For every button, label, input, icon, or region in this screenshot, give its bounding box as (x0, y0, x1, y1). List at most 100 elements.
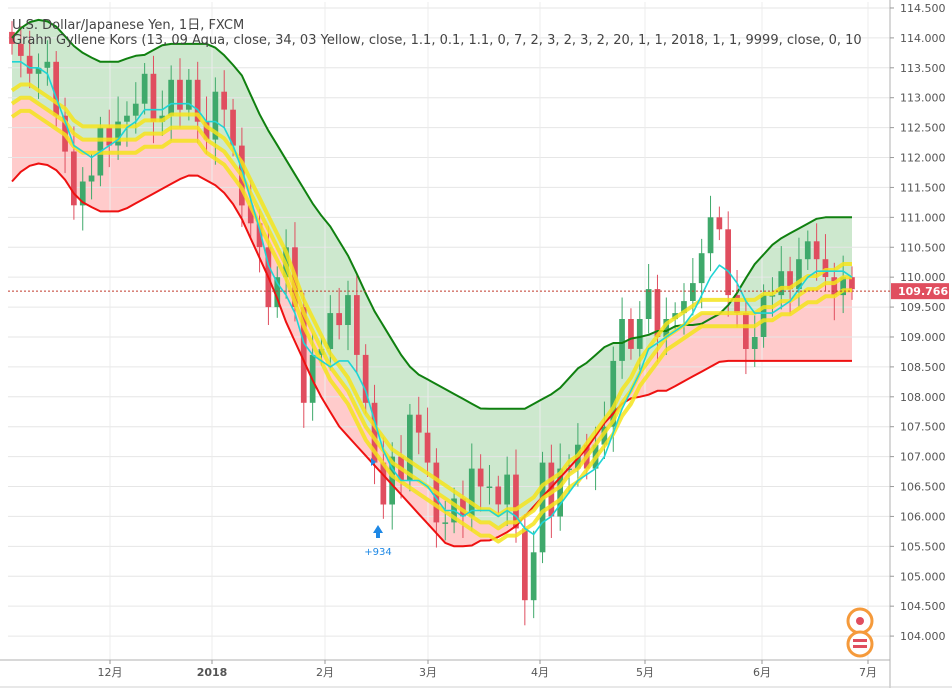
candle-body (743, 313, 749, 349)
signal-label: +934 (364, 547, 391, 558)
y-tick-label: 110.000 (900, 271, 946, 284)
candle-body (796, 259, 802, 290)
candle-body (274, 277, 281, 308)
yellow-ma-line (10, 108, 852, 544)
candle-body (212, 91, 219, 140)
x-tick-label: 2月 (316, 666, 334, 679)
candle-body (716, 217, 723, 230)
legend-indicator[interactable]: Grahn Gyllene Kors (13, 09 Aqua, close, … (12, 33, 862, 48)
candle-body (9, 31, 15, 44)
bands-layer (12, 19, 852, 547)
price-label-layer: 109.766 (8, 283, 949, 300)
candle-body (840, 277, 846, 296)
candle-body (336, 313, 342, 326)
y-tick-label: 111.000 (900, 211, 946, 224)
candle-body (407, 414, 413, 481)
candle-body (327, 313, 334, 349)
y-tick-label: 105.500 (900, 540, 946, 553)
candle-body (636, 319, 643, 349)
y-tick-label: 109.500 (900, 301, 946, 314)
candle-body (44, 61, 51, 68)
signal-layer: +934 (364, 458, 392, 558)
watermark-icon (846, 607, 874, 658)
y-tick-label: 111.500 (900, 181, 946, 194)
candle-body (247, 205, 254, 224)
candle-body (530, 552, 537, 601)
y-tick-label: 104.500 (900, 600, 946, 613)
marker-icon (371, 458, 376, 466)
candle-body (345, 295, 351, 325)
candle-body (539, 462, 546, 553)
candle-body (751, 337, 758, 349)
candle-body (124, 115, 130, 122)
candle-body (690, 283, 696, 301)
candle-body (26, 55, 33, 74)
candle-body (513, 474, 519, 529)
candle-body (389, 456, 395, 505)
y-tick-label: 104.000 (900, 630, 946, 643)
y-tick-label: 113.500 (900, 62, 946, 75)
last-price-label: 109.766 (898, 285, 948, 298)
candle-body (194, 79, 201, 122)
candle-body (734, 295, 740, 313)
candle-body (18, 43, 24, 56)
y-tick-label: 106.000 (900, 510, 946, 523)
candle-body (663, 319, 670, 337)
x-tick-label: 5月 (636, 666, 654, 679)
y-axis: 104.000 104.500 105.000 105.500 106.000 106.5… (890, 2, 946, 643)
y-tick-label: 113.000 (900, 92, 946, 105)
y-tick-label: 109.000 (900, 331, 946, 344)
candle-body (725, 229, 731, 296)
candle-body (849, 277, 855, 290)
y-tick-label: 110.500 (900, 241, 946, 254)
candle-body (168, 79, 174, 116)
candle-body (619, 319, 625, 361)
candle-body (707, 217, 714, 254)
candle-body (504, 474, 510, 505)
last-price-badge (891, 283, 949, 300)
candle-body (230, 109, 236, 146)
candle-body (460, 498, 466, 517)
candle-body (610, 360, 617, 427)
candle-body (177, 79, 183, 110)
y-tick-label: 108.000 (900, 391, 946, 404)
candle-body (477, 468, 484, 487)
indicator-lines-layer (10, 18, 853, 548)
candle-body (354, 295, 360, 355)
candle-body (698, 253, 705, 284)
x-axis: 12月 2018 2月 3月 4月 5月 6月 7月 (98, 660, 877, 679)
candle-body (71, 151, 77, 206)
up-arrow-icon (373, 525, 383, 538)
candle-body (88, 175, 95, 182)
aqua-ma-line (12, 61, 853, 536)
candle-body (566, 468, 572, 471)
candle-body (380, 462, 387, 505)
x-tick-label: 3月 (419, 666, 437, 679)
yellow-ma-line (10, 82, 852, 518)
y-tick-label: 107.500 (900, 421, 946, 434)
candle-body (831, 277, 838, 296)
candle-body (256, 223, 263, 248)
candle-body (362, 354, 369, 403)
x-tick-label: 7月 (859, 666, 877, 679)
candle-body (150, 73, 157, 122)
candle-body (557, 468, 563, 517)
y-tick-label: 105.000 (900, 570, 946, 583)
candle-body (221, 91, 227, 110)
candle-body (645, 289, 652, 319)
y-tick-label: 112.000 (900, 152, 946, 165)
candle-body (203, 121, 210, 140)
candle-body (35, 67, 42, 74)
candle-body (371, 402, 378, 463)
lower-band-line (11, 162, 852, 548)
y-tick-label: 108.500 (900, 361, 946, 374)
candle-body (415, 414, 422, 433)
candle-body (53, 61, 59, 116)
x-tick-label: 2018 (197, 666, 228, 679)
x-tick-label: 6月 (753, 666, 771, 679)
candle-body (495, 486, 502, 505)
candle-body (778, 271, 785, 296)
